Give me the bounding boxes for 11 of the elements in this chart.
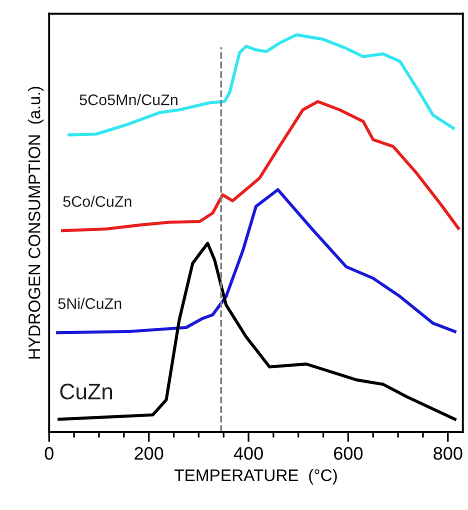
series-label: 5Co5Mn/CuZn <box>80 94 178 106</box>
x-tick-label: 400 <box>234 447 263 460</box>
x-tick-label: 600 <box>334 447 363 460</box>
y-axis-title: HYDROGEN CONSUMPTION (a.u.) <box>28 86 44 359</box>
x-tick-label: 0 <box>44 447 54 460</box>
series-label: 5Ni/CuZn <box>58 298 122 309</box>
x-tick-label: 200 <box>134 447 164 460</box>
series-label: 5Co/CuZn <box>63 196 132 207</box>
series-label: CuZn <box>60 384 112 400</box>
x-tick-label: 800 <box>434 447 462 460</box>
x-axis-title: TEMPERATURE (°C) <box>174 468 337 484</box>
